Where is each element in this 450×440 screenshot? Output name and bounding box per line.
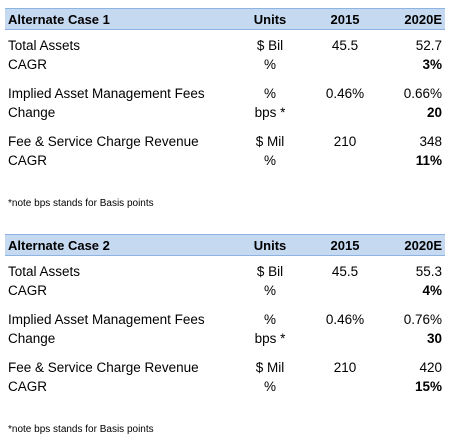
row-unit: bps * xyxy=(254,105,286,120)
row-unit: $ Mil xyxy=(255,360,285,375)
row-value-2020e: 3% xyxy=(422,57,442,72)
row-label: CAGR xyxy=(8,283,48,298)
row-unit: $ Bil xyxy=(256,264,284,279)
row-label: CAGR xyxy=(8,57,48,72)
year-2015-header: 2015 xyxy=(330,12,360,27)
row-value-2015: 0.46% xyxy=(325,86,365,101)
row-unit: % xyxy=(263,86,276,101)
row-value-2020e: 0.76% xyxy=(403,312,442,327)
row-value-2020e: 420 xyxy=(419,360,442,375)
row-label: Change xyxy=(8,105,56,120)
row-value-2015: 45.5 xyxy=(331,264,359,279)
row-value-2015: 0.46% xyxy=(325,312,365,327)
table-row: Implied Asset Management Fees % 0.46% 0.… xyxy=(5,312,445,330)
row-label: CAGR xyxy=(8,379,48,394)
table-row: Change bps * 20 xyxy=(5,105,445,123)
row-value-2020e: 348 xyxy=(419,134,442,149)
row-label: Total Assets xyxy=(8,38,81,53)
year-2015-header: 2015 xyxy=(330,238,360,253)
row-label: Implied Asset Management Fees xyxy=(8,312,205,327)
row-label: Fee & Service Charge Revenue xyxy=(8,360,199,375)
row-unit: % xyxy=(263,283,276,298)
table-row: Change bps * 30 xyxy=(5,331,445,349)
table-row: CAGR % 3% xyxy=(5,57,445,75)
case-table-1: Alternate Case 1 Units 2015 2020E Total … xyxy=(5,8,445,213)
case-title: Alternate Case 1 xyxy=(8,12,110,27)
row-unit: bps * xyxy=(254,331,286,346)
table-row: Total Assets $ Bil 45.5 55.3 xyxy=(5,264,445,282)
year-2020e-header: 2020E xyxy=(404,238,442,253)
row-value-2020e: 11% xyxy=(415,153,442,168)
table-row: Total Assets $ Bil 45.5 52.7 xyxy=(5,38,445,56)
table-row: CAGR % 15% xyxy=(5,379,445,397)
row-label: CAGR xyxy=(8,153,48,168)
row-label: Total Assets xyxy=(8,264,81,279)
year-2020e-header: 2020E xyxy=(404,12,442,27)
row-unit: $ Mil xyxy=(255,134,285,149)
table-row: Implied Asset Management Fees % 0.46% 0.… xyxy=(5,86,445,104)
row-label: Fee & Service Charge Revenue xyxy=(8,134,199,149)
table-row: Fee & Service Charge Revenue $ Mil 210 4… xyxy=(5,360,445,378)
row-value-2015: 210 xyxy=(333,134,357,149)
row-value-2020e: 55.3 xyxy=(415,264,442,279)
row-value-2015: 210 xyxy=(333,360,357,375)
units-header: Units xyxy=(253,238,287,253)
table-row: CAGR % 4% xyxy=(5,283,445,301)
table-header: Alternate Case 1 Units 2015 2020E xyxy=(5,8,445,30)
row-value-2015: 45.5 xyxy=(331,38,359,53)
row-unit: % xyxy=(263,379,276,394)
row-value-2020e: 4% xyxy=(422,283,442,298)
row-value-2020e: 30 xyxy=(426,331,442,346)
row-label: Implied Asset Management Fees xyxy=(8,86,205,101)
row-value-2020e: 0.66% xyxy=(403,86,442,101)
case-table-2: Alternate Case 2 Units 2015 2020E Total … xyxy=(5,234,445,439)
table-row: CAGR % 11% xyxy=(5,153,445,171)
row-unit: $ Bil xyxy=(256,38,284,53)
table-header: Alternate Case 2 Units 2015 2020E xyxy=(5,234,445,256)
row-unit: % xyxy=(263,57,276,72)
row-value-2020e: 52.7 xyxy=(415,38,442,53)
row-label: Change xyxy=(8,331,56,346)
row-unit: % xyxy=(263,312,276,327)
footnote: *note bps stands for Basis points xyxy=(8,424,154,435)
table-row: Fee & Service Charge Revenue $ Mil 210 3… xyxy=(5,134,445,152)
row-value-2020e: 15% xyxy=(414,379,442,394)
case-title: Alternate Case 2 xyxy=(8,238,110,253)
units-header: Units xyxy=(253,12,287,27)
row-value-2020e: 20 xyxy=(426,105,442,120)
footnote: *note bps stands for Basis points xyxy=(8,198,154,209)
row-unit: % xyxy=(263,153,276,168)
